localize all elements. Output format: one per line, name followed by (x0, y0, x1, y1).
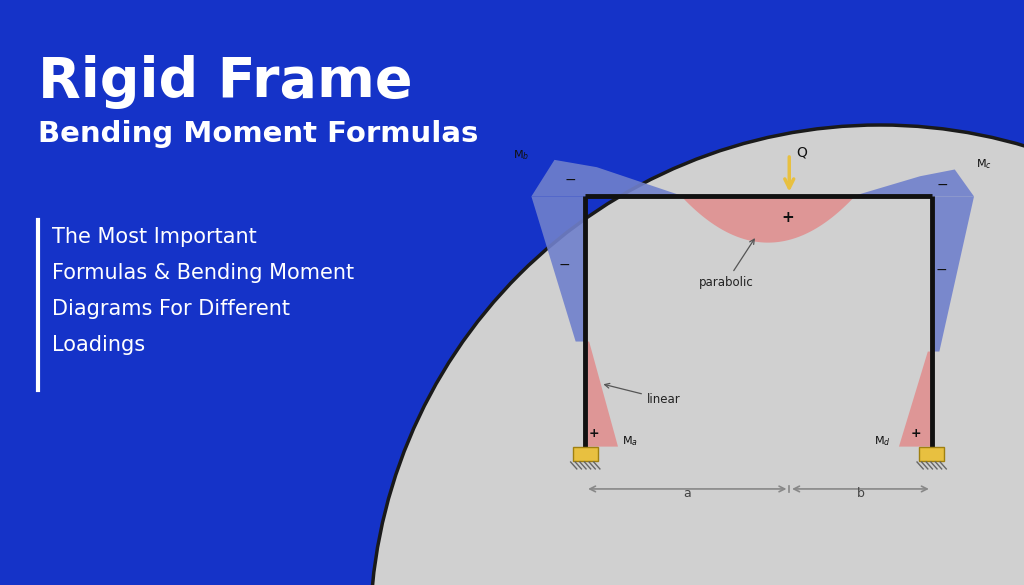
Text: Formulas & Bending Moment: Formulas & Bending Moment (52, 263, 354, 283)
Text: M$_d$: M$_d$ (873, 435, 891, 449)
Circle shape (370, 125, 1024, 585)
Text: Q: Q (797, 145, 807, 159)
Text: −: − (936, 263, 947, 277)
Text: −: − (564, 173, 575, 187)
Text: Rigid Frame: Rigid Frame (38, 55, 413, 109)
Text: +: + (781, 210, 794, 225)
Polygon shape (531, 160, 682, 197)
Text: M$_a$: M$_a$ (622, 435, 638, 449)
Polygon shape (531, 197, 586, 342)
Text: b: b (856, 487, 864, 500)
Polygon shape (855, 170, 974, 197)
Text: The Most Important: The Most Important (52, 227, 257, 247)
Text: Bending Moment Formulas: Bending Moment Formulas (38, 120, 478, 148)
Polygon shape (573, 446, 598, 461)
Text: linear: linear (605, 383, 681, 406)
Text: M$_b$: M$_b$ (513, 148, 529, 161)
Polygon shape (899, 352, 932, 446)
Text: +: + (910, 427, 922, 440)
Text: +: + (589, 427, 600, 440)
Polygon shape (932, 197, 974, 352)
Polygon shape (920, 446, 944, 461)
Text: a: a (683, 487, 691, 500)
Text: Loadings: Loadings (52, 335, 145, 355)
Text: M$_c$: M$_c$ (976, 157, 992, 171)
Text: −: − (936, 177, 948, 191)
Text: −: − (558, 258, 570, 272)
Polygon shape (682, 197, 855, 243)
Text: Diagrams For Different: Diagrams For Different (52, 299, 290, 319)
Polygon shape (586, 342, 618, 446)
Text: parabolic: parabolic (698, 239, 755, 289)
